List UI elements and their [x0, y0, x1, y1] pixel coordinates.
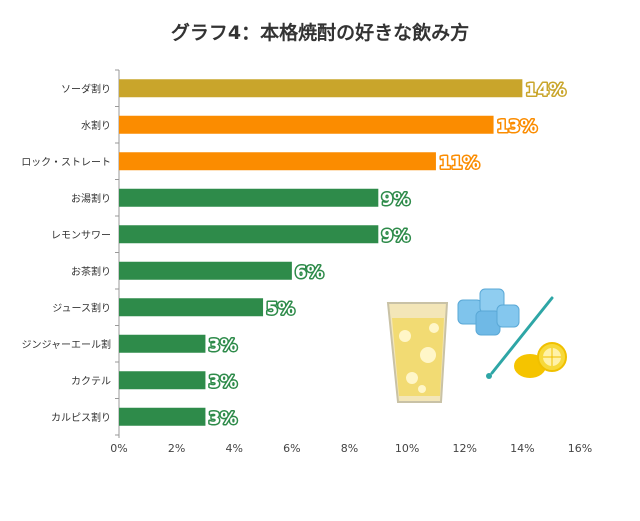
axes: 0% 2% 4% 6% 8% 10% 12% 14% 16%	[110, 69, 592, 455]
x-tick-label: 10%	[395, 442, 419, 455]
data-label: 14%	[525, 80, 566, 100]
x-tick-label: 6%	[283, 442, 300, 455]
category-label: ロック・ストレート	[21, 156, 111, 168]
bar	[119, 79, 523, 98]
category-label: ジュース割り	[52, 301, 111, 314]
bar	[119, 407, 206, 426]
x-tick-label: 0%	[110, 442, 127, 455]
x-tick-label: 8%	[341, 442, 358, 455]
data-label: 11%	[439, 153, 480, 173]
data-label: 9%	[381, 190, 410, 210]
glass-icon	[386, 302, 449, 403]
category-label: お茶割り	[71, 265, 111, 278]
labels: ソーダ割り 14% 水割り 13% ロック・ストレート 11% お湯割り 9% レモンサワー 9%…	[21, 79, 567, 431]
category-label: カルピス割り	[51, 411, 111, 424]
data-label: 3%	[208, 409, 237, 429]
bars	[119, 79, 523, 426]
category-label: ソーダ割り	[61, 82, 111, 95]
category-label: 水割り	[81, 119, 111, 132]
ice-cubes-icon	[457, 288, 520, 336]
data-label: 6%	[295, 263, 324, 283]
bar	[119, 261, 292, 280]
data-label: 3%	[208, 372, 237, 392]
bar	[119, 188, 379, 207]
data-label: 5%	[266, 299, 295, 319]
data-label: 9%	[381, 226, 410, 246]
category-label: ジンジャーエール割	[22, 338, 112, 351]
x-tick-label: 12%	[453, 442, 477, 455]
chart-title: グラフ4：本格焼酎の好きな飲み方	[170, 22, 470, 44]
category-label: カクテル	[71, 375, 111, 387]
drink-illustration	[386, 288, 567, 403]
bar	[119, 115, 494, 134]
lemon-icon	[514, 342, 567, 378]
x-tick-label: 16%	[568, 442, 592, 455]
bar	[119, 371, 206, 390]
x-tick-label: 2%	[168, 442, 185, 455]
x-tick-label: 14%	[510, 442, 534, 455]
bar	[119, 152, 436, 171]
bar	[119, 225, 379, 244]
bar	[119, 298, 264, 317]
data-label: 3%	[208, 336, 237, 356]
data-label: 13%	[497, 117, 538, 137]
stirrer-icon	[486, 296, 554, 379]
x-tick-label: 4%	[226, 442, 243, 455]
category-label: お湯割り	[71, 192, 111, 205]
category-label: レモンサワー	[51, 229, 111, 241]
bar	[119, 334, 206, 353]
